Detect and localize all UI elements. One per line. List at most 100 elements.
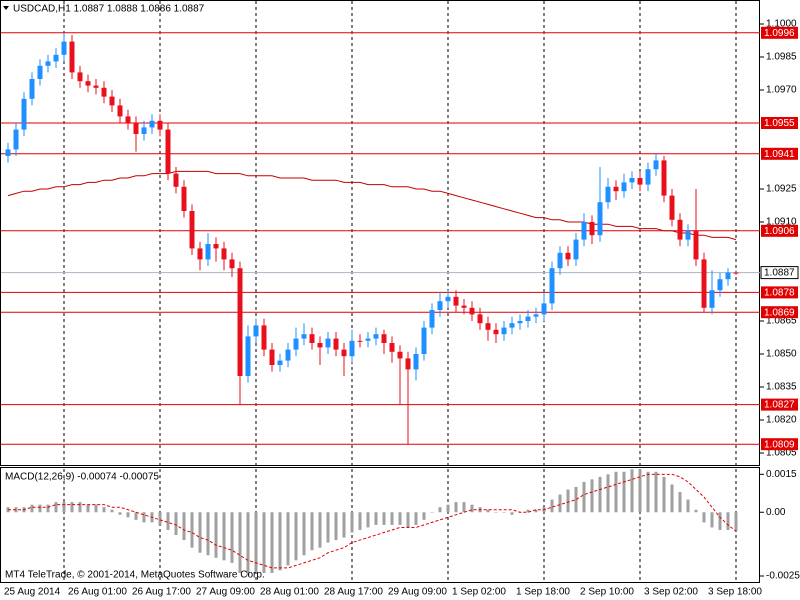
macd-bar	[534, 509, 538, 513]
macd-bar	[582, 481, 586, 513]
y-tick-label: 1.1000	[766, 19, 797, 30]
candle-body	[341, 349, 347, 357]
macd-bar	[230, 512, 234, 563]
candle-body	[189, 211, 195, 249]
macd-bar	[566, 489, 570, 513]
macd-bar	[654, 471, 658, 513]
candle-body	[733, 272, 739, 274]
level-label: 1.0955	[764, 118, 795, 129]
candle-body	[181, 186, 187, 211]
x-tick-label: 27 Aug 09:00	[196, 587, 255, 598]
y-tick-label: 1.0805	[766, 448, 797, 459]
macd-bar	[390, 512, 394, 525]
candle-body	[237, 268, 243, 376]
x-tick-label: 3 Sep 18:00	[708, 587, 762, 598]
macd-bar	[606, 474, 610, 513]
macd-bar	[702, 512, 706, 523]
macd-bar	[78, 502, 82, 513]
x-tick-label: 26 Aug 17:00	[132, 587, 191, 598]
candle-body	[229, 259, 235, 269]
macd-bar	[614, 471, 618, 513]
candle-body	[701, 259, 707, 308]
y-tick-label: 1.0985	[766, 52, 797, 63]
candle-body	[213, 244, 219, 249]
candle-body	[613, 186, 619, 192]
chart-title: USDCAD,H1 1.0887 1.0888 1.0886 1.0887	[13, 4, 205, 15]
macd-bar	[46, 504, 50, 513]
candle-body	[485, 323, 491, 330]
candle-body	[253, 325, 259, 337]
candle-body	[221, 248, 227, 260]
macd-bar	[678, 492, 682, 513]
candle-body	[645, 169, 651, 185]
x-tick-label: 25 Aug 2014	[4, 587, 61, 598]
macd-bar	[414, 512, 418, 525]
macd-bar	[358, 512, 362, 530]
candle-body	[277, 360, 283, 365]
y-tick-label: 1.0910	[766, 217, 797, 228]
level-label-box	[761, 398, 798, 411]
macd-bar	[166, 512, 170, 530]
macd-title: MACD(12,26,9) -0.00074 -0.00075	[5, 472, 159, 483]
candle-body	[389, 343, 395, 352]
candle-body	[85, 81, 91, 86]
macd-bar	[126, 512, 130, 518]
candle-body	[21, 98, 27, 130]
y-tick-label: 0.00	[766, 507, 786, 518]
macd-signal	[8, 473, 737, 569]
macd-bar	[38, 504, 42, 513]
candle-body	[37, 65, 43, 79]
level-label: 1.0996	[764, 28, 795, 39]
level-label: 1.0941	[764, 149, 795, 160]
y-tick-label: 1.0970	[766, 85, 797, 96]
candle-body	[29, 79, 35, 99]
candle-body	[509, 323, 515, 328]
candle-body	[357, 340, 363, 342]
macd-bar	[422, 512, 426, 520]
macd-bar	[630, 469, 634, 513]
level-label-box	[761, 438, 798, 451]
macd-bar	[102, 507, 106, 513]
candle-body	[517, 321, 523, 324]
macd-bar	[62, 502, 66, 513]
footer: MT4 TeleTrade, © 2001-2014, MetaQuotes S…	[5, 570, 265, 581]
macd-bar	[190, 512, 194, 548]
macd-bar	[350, 512, 354, 533]
y-tick-label: 1.0850	[766, 349, 797, 360]
candle-body	[205, 244, 211, 260]
macd-bar	[254, 512, 258, 573]
macd-bar	[30, 504, 34, 513]
level-label: 1.0869	[764, 307, 795, 318]
macd-bar	[574, 486, 578, 513]
candle-body	[693, 230, 699, 260]
macd-bar	[278, 512, 282, 571]
macd-bar	[86, 504, 90, 513]
candle-body	[125, 116, 131, 123]
macd-bar	[558, 494, 562, 513]
macd-bar	[726, 512, 730, 530]
macd-bar	[398, 512, 402, 525]
candle-body	[317, 343, 323, 348]
macd-bar	[158, 512, 162, 525]
x-tick-label: 2 Sep 10:00	[580, 587, 634, 598]
macd-bar	[286, 512, 290, 566]
menu-arrow[interactable]	[3, 6, 9, 10]
candle-body	[685, 230, 691, 240]
candle-body	[421, 327, 427, 354]
candle-body	[93, 85, 99, 88]
candle-body	[69, 41, 75, 73]
macd-bar	[638, 469, 642, 513]
macd-bar	[118, 512, 122, 515]
candle-body	[661, 160, 667, 196]
candle-body	[285, 349, 291, 361]
macd-bar	[310, 512, 314, 551]
candle-body	[5, 149, 11, 156]
macd-bar	[374, 512, 378, 525]
macd-bar	[718, 512, 722, 530]
macd-bar	[134, 512, 138, 520]
macd-bar	[326, 512, 330, 543]
candle-body	[653, 160, 659, 170]
candle-body	[173, 173, 179, 187]
